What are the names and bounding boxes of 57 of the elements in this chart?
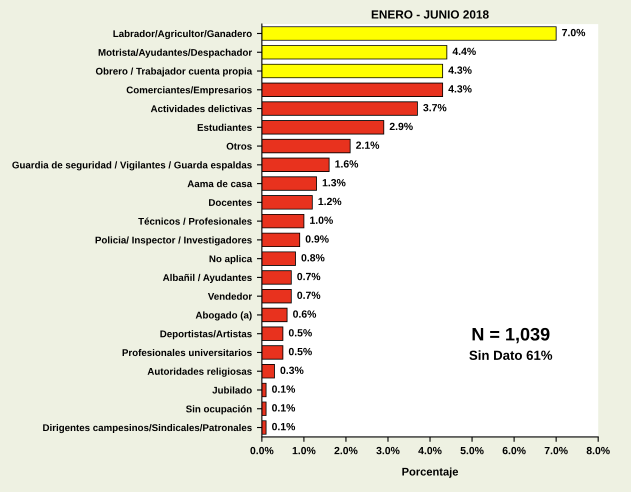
y-tick-label: Estudiantes: [198, 124, 252, 131]
x-axis-title: Porcentaje: [402, 467, 458, 478]
y-tick-label: Docentes: [209, 199, 252, 206]
data-label: 0.1%: [272, 385, 296, 393]
data-label: 1.0%: [310, 216, 333, 224]
y-tick-label: Profesionales universitarios: [122, 348, 252, 356]
y-tick-label: Técnicos / Profesionales: [138, 218, 252, 225]
data-label: 2.1%: [356, 141, 380, 149]
x-tick-label: 3.0%: [376, 446, 400, 454]
y-tick-label: Autoridades religiosas: [148, 368, 252, 377]
x-tick-label: 6.0%: [502, 446, 526, 454]
data-label: 7.0%: [562, 28, 586, 36]
y-tick-label: Jubilado: [212, 386, 252, 394]
x-tick-label: 0.0%: [250, 446, 274, 454]
data-label: 0.6%: [293, 310, 316, 318]
data-label: 0.7%: [297, 292, 320, 299]
y-tick-label: Policia/ Inspector / Investigadores: [96, 236, 252, 246]
data-label: 1.6%: [335, 160, 358, 168]
y-tick-label: Obrero / Trabajador cuenta propia: [96, 67, 252, 77]
x-tick-label: 1.0%: [292, 446, 316, 454]
y-tick-label: Actividades delictivas: [150, 105, 252, 112]
y-tick-label: Deportistas/Artistas: [160, 330, 252, 340]
y-tick-label: Labrador/Agricultor/Ganadero: [113, 30, 252, 40]
data-label: 0.1%: [272, 422, 296, 430]
data-label: 0.7%: [297, 272, 320, 280]
y-tick-label: Comerciantes/Empresarios: [126, 86, 252, 96]
x-tick-label: 2.0%: [334, 446, 358, 454]
y-tick-label: Dirigentes campesinos/Sindicales/Patronales: [43, 424, 252, 434]
data-label: 4.4%: [452, 48, 476, 56]
annotation: Sin Dato 61%: [469, 350, 552, 360]
x-tick-label: 5.0%: [460, 446, 484, 454]
y-tick-label: Sin ocupación: [186, 405, 252, 414]
data-label: 0.1%: [272, 404, 296, 412]
y-tick-label: Otros: [226, 142, 252, 150]
y-tick-label: No aplica: [210, 255, 252, 264]
data-label: 0.9%: [306, 235, 329, 243]
data-label: 4.3%: [448, 66, 472, 74]
x-tick-label: 4.0%: [418, 446, 442, 454]
data-label: 0.8%: [301, 254, 325, 262]
data-label: 2.9%: [390, 122, 413, 130]
y-tick-label: Guardia de seguridad / Vigilantes / Guarda espaldas: [12, 161, 252, 170]
chart-title: ENERO - JUNIO 2018: [372, 10, 489, 19]
data-label: 0.5%: [288, 348, 312, 356]
data-label: 1.2%: [318, 198, 342, 206]
x-tick-label: 8.0%: [586, 446, 610, 454]
y-tick-label: Motrista/Ayudantes/Despachador: [98, 48, 252, 58]
data-label: 4.3%: [448, 85, 472, 93]
y-tick-label: Aama de casa: [188, 180, 252, 188]
y-tick-label: Abogado (a): [196, 311, 252, 321]
data-label: 0.3%: [280, 366, 304, 374]
annotation: N = 1,039: [472, 328, 550, 344]
y-tick-label: Vendedor: [208, 292, 252, 300]
data-label: 1.3%: [322, 179, 346, 186]
data-label: 0.5%: [288, 329, 312, 336]
y-tick-label: Albañil / Ayudantes: [162, 274, 252, 283]
x-tick-label: 7.0%: [544, 446, 568, 454]
data-label: 3.7%: [423, 104, 446, 112]
